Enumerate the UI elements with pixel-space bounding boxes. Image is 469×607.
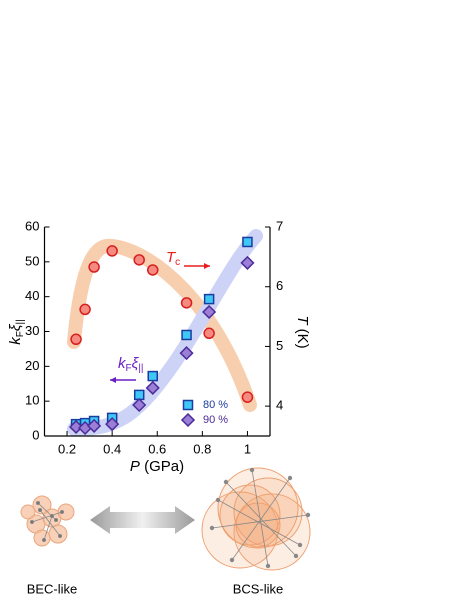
circle-marker <box>106 245 118 257</box>
y2-tick-label: 6 <box>276 278 283 293</box>
legend-label: 80 % <box>203 399 228 411</box>
trend-band <box>67 238 257 412</box>
diamond-marker <box>202 304 217 320</box>
diamond-marker <box>145 380 160 395</box>
square-marker <box>182 399 194 411</box>
y-tick-label: 20 <box>25 358 39 373</box>
square-marker <box>181 329 192 341</box>
diamond-marker <box>105 417 120 432</box>
y2-tick-label: 5 <box>276 338 283 353</box>
y-tick-label: 30 <box>25 323 39 338</box>
bec-links <box>29 500 65 543</box>
bec-cluster <box>20 495 75 547</box>
y-tick-label: 0 <box>32 427 39 442</box>
circle-marker <box>133 254 145 266</box>
annotation-arrow <box>204 263 210 269</box>
circle-marker <box>180 297 193 309</box>
bcs-links <box>209 467 311 569</box>
diamond-marker <box>179 346 194 361</box>
x-tick-label: 1 <box>244 441 251 456</box>
y2-tick-label: 7 <box>276 218 283 233</box>
circle-marker <box>146 264 159 276</box>
square-marker <box>242 236 253 248</box>
bcs-cluster <box>201 467 311 571</box>
x-tick-label: 0.2 <box>58 441 76 456</box>
circle-marker <box>79 303 91 316</box>
circle-marker <box>70 333 82 346</box>
diamond-marker <box>180 412 196 428</box>
x-tick-label: 0.4 <box>103 441 121 456</box>
y2-tick-label: 4 <box>276 398 283 413</box>
x-axis-label: P (GPa) <box>130 458 184 475</box>
annotation: Tc <box>166 249 180 268</box>
y-tick-label: 10 <box>25 393 39 408</box>
y-tick-label: 60 <box>25 218 39 233</box>
double-arrow <box>90 506 195 534</box>
circle-marker <box>203 327 215 340</box>
circle-marker <box>88 261 100 273</box>
x-tick-label: 0.6 <box>148 441 166 456</box>
diagram-label: BCS-like <box>233 581 284 596</box>
y-axis-label: kFξ|| <box>7 319 26 345</box>
annotation-arrow <box>110 377 116 383</box>
y-tick-label: 50 <box>25 253 39 268</box>
diamond-marker <box>132 397 147 413</box>
diamond-marker <box>240 255 255 270</box>
square-marker <box>147 370 158 382</box>
y2-axis-label: T (K) <box>294 315 311 348</box>
square-marker <box>203 293 215 305</box>
y-tick-label: 40 <box>25 288 39 303</box>
x-tick-label: 0.8 <box>193 441 211 456</box>
annotation: kFξ|| <box>118 355 144 374</box>
diagram-label: BEC-like <box>27 581 78 596</box>
diamond-marker <box>87 418 102 433</box>
legend-label: 90 % <box>203 414 228 426</box>
circle-marker <box>241 391 254 403</box>
diamond-marker <box>69 419 84 435</box>
